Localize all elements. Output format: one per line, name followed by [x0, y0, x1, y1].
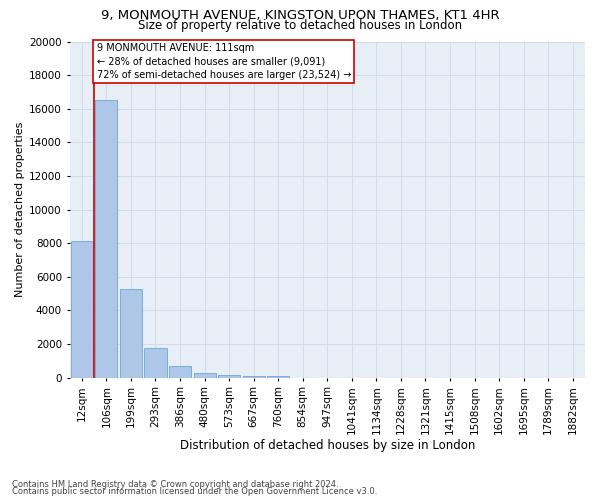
Y-axis label: Number of detached properties: Number of detached properties — [15, 122, 25, 297]
Bar — [267, 376, 289, 378]
Text: 9, MONMOUTH AVENUE, KINGSTON UPON THAMES, KT1 4HR: 9, MONMOUTH AVENUE, KINGSTON UPON THAMES… — [101, 9, 499, 22]
Text: 9 MONMOUTH AVENUE: 111sqm
← 28% of detached houses are smaller (9,091)
72% of se: 9 MONMOUTH AVENUE: 111sqm ← 28% of detac… — [97, 43, 351, 80]
Bar — [71, 242, 93, 378]
Text: Contains HM Land Registry data © Crown copyright and database right 2024.: Contains HM Land Registry data © Crown c… — [12, 480, 338, 489]
Bar — [194, 373, 215, 378]
Bar — [95, 100, 118, 378]
Bar — [218, 374, 240, 378]
Text: Size of property relative to detached houses in London: Size of property relative to detached ho… — [138, 19, 462, 32]
Bar — [242, 376, 265, 378]
X-axis label: Distribution of detached houses by size in London: Distribution of detached houses by size … — [179, 440, 475, 452]
Bar — [145, 348, 167, 378]
Bar — [169, 366, 191, 378]
Text: Contains public sector information licensed under the Open Government Licence v3: Contains public sector information licen… — [12, 487, 377, 496]
Bar — [120, 288, 142, 378]
